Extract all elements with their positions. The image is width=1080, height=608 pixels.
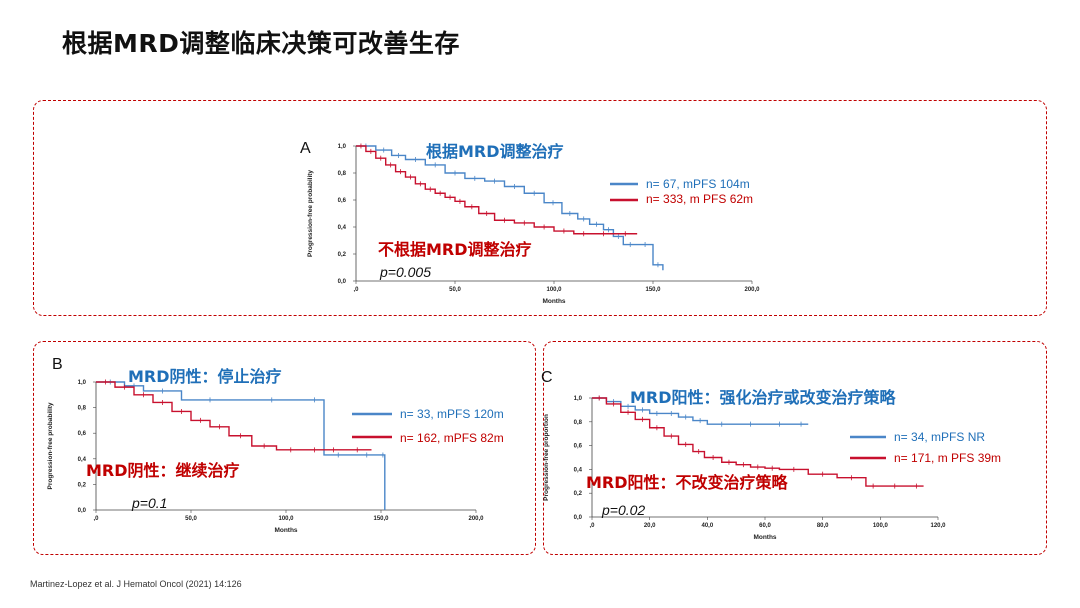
annotation-red: MRD阴性：继续治疗 [86, 461, 240, 480]
y-tick-label: 0,8 [78, 406, 87, 412]
x-axis-label: Months [542, 298, 565, 305]
y-axis-label: Progression-free probability [47, 402, 54, 489]
y-tick-label: 1,0 [574, 396, 583, 402]
legend-label-blue: n= 33, mPFS 120m [400, 407, 504, 421]
y-tick-label: 1,0 [78, 380, 87, 386]
p-value: p=0.1 [131, 495, 167, 511]
x-tick-label: 20,0 [644, 523, 656, 529]
legend-label-blue: n= 67, mPFS 104m [646, 177, 750, 191]
y-tick-label: 0,8 [574, 420, 583, 426]
km-curve-red [592, 397, 924, 487]
x-tick-label: 60,0 [759, 523, 771, 529]
y-tick-label: 0,4 [338, 225, 347, 231]
x-tick-label: 120,0 [930, 523, 946, 529]
x-tick-label: ,0 [93, 516, 99, 522]
x-tick-label: ,0 [589, 523, 595, 529]
panel-c-frame [543, 341, 1047, 555]
legend-label-red: n= 162, mPFS 82m [400, 431, 504, 445]
x-tick-label: 200,0 [744, 287, 760, 293]
x-tick-label: 100,0 [873, 523, 889, 529]
x-tick-label: 50,0 [449, 287, 461, 293]
y-tick-label: 0,2 [338, 252, 347, 258]
legend-label-blue: n= 34, mPFS NR [894, 430, 985, 444]
km-curve-red [96, 381, 372, 451]
legend-label-red: n= 333, m PFS 62m [646, 192, 753, 206]
x-tick-label: 100,0 [278, 516, 294, 522]
y-tick-label: 0,0 [338, 279, 347, 285]
slide-title: 根据MRD调整临床决策可改善生存 [62, 29, 460, 58]
panel-b-letter: B [52, 356, 63, 373]
annotation-red: MRD阳性：不改变治疗策略 [586, 473, 789, 492]
p-value: p=0.005 [379, 264, 431, 280]
x-tick-label: 200,0 [468, 516, 484, 522]
x-axis-label: Months [753, 534, 776, 541]
y-tick-label: 0,6 [338, 198, 347, 204]
y-tick-label: 0,2 [78, 482, 87, 488]
x-tick-label: 80,0 [817, 523, 829, 529]
y-axis-label: Progression-free probability [307, 170, 314, 257]
y-tick-label: 0,0 [78, 508, 87, 514]
panel-a-letter: A [300, 140, 311, 157]
annotation-blue: MRD阴性：停止治疗 [128, 367, 282, 386]
panel-b-frame [33, 341, 536, 555]
annotation-red: 不根据MRD调整治疗 [378, 240, 532, 259]
km-chart-c: ,0 20,0 40,0 60,0 80,0 100,0 120,0 0,0 0,2 0,4 0,6… [543, 388, 1001, 541]
y-tick-label: 1,0 [338, 144, 347, 150]
y-tick-label: 0,4 [78, 457, 87, 463]
x-tick-label: 100,0 [546, 287, 562, 293]
y-tick-label: 0,0 [574, 515, 583, 521]
annotation-blue: MRD阳性：强化治疗或改变治疗策略 [630, 388, 897, 407]
panel-a-frame [33, 100, 1047, 316]
km-chart-a: ,0 50,0 100,0 150,0 200,0 0,0 0,2 0,4 0,6 0,8 1,0 M… [307, 142, 760, 305]
legend-label-red: n= 171, m PFS 39m [894, 451, 1001, 465]
p-value: p=0.02 [601, 502, 645, 518]
y-tick-label: 0,6 [78, 431, 87, 437]
x-tick-label: 150,0 [373, 516, 389, 522]
km-curve-blue [96, 381, 386, 510]
x-tick-label: 40,0 [701, 523, 713, 529]
x-tick-label: 150,0 [645, 287, 661, 293]
y-tick-label: 0,2 [574, 491, 583, 497]
x-tick-label: ,0 [353, 287, 359, 293]
km-chart-b: ,0 50,0 100,0 150,0 200,0 0,0 0,2 0,4 0,6 0,8 1,0 M… [47, 367, 504, 534]
panel-c-letter: C [541, 369, 553, 386]
y-tick-label: 0,6 [574, 444, 583, 450]
y-tick-label: 0,8 [338, 171, 347, 177]
x-axis-label: Months [274, 527, 297, 534]
annotation-blue: 根据MRD调整治疗 [426, 142, 564, 161]
x-tick-label: 50,0 [185, 516, 197, 522]
citation: Martinez-Lopez et al. J Hematol Oncol (2… [30, 579, 242, 589]
y-axis-label: Progression-free proportion [543, 414, 550, 501]
y-tick-label: 0,4 [574, 467, 583, 473]
